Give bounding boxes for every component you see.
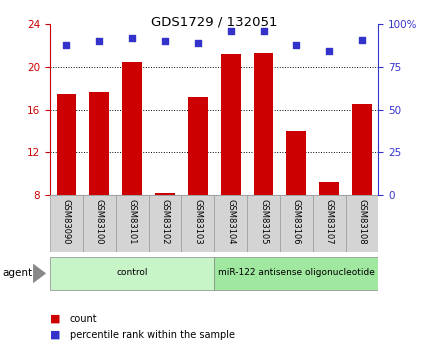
Bar — [345, 195, 378, 252]
Text: miR-122 antisense oligonucleotide: miR-122 antisense oligonucleotide — [217, 268, 374, 277]
Point — [194, 40, 201, 46]
Bar — [352, 104, 371, 195]
Text: GSM83090: GSM83090 — [62, 199, 71, 245]
Bar — [148, 195, 181, 252]
Text: GSM83103: GSM83103 — [193, 199, 202, 245]
Bar — [155, 193, 174, 195]
Bar — [247, 195, 279, 252]
Point — [227, 28, 233, 34]
Point — [63, 42, 70, 47]
Bar — [220, 54, 240, 195]
Bar — [187, 97, 207, 195]
Point — [95, 39, 102, 44]
Bar — [214, 257, 378, 290]
Point — [128, 35, 135, 41]
Polygon shape — [33, 264, 46, 283]
Bar — [312, 195, 345, 252]
Point — [292, 42, 299, 47]
Bar — [50, 257, 214, 290]
Bar — [50, 195, 82, 252]
Text: GSM83101: GSM83101 — [127, 199, 136, 245]
Bar — [115, 195, 148, 252]
Bar — [279, 195, 312, 252]
Text: ■: ■ — [50, 314, 60, 324]
Bar — [82, 195, 115, 252]
Text: GSM83104: GSM83104 — [226, 199, 235, 245]
Text: control: control — [116, 268, 148, 277]
Bar — [122, 61, 141, 195]
Text: count: count — [69, 314, 97, 324]
Point — [260, 28, 266, 34]
Text: agent: agent — [2, 268, 32, 278]
Bar — [253, 53, 273, 195]
Point — [325, 49, 332, 54]
Text: GSM83105: GSM83105 — [258, 199, 267, 245]
Bar — [89, 92, 109, 195]
Text: percentile rank within the sample: percentile rank within the sample — [69, 330, 234, 339]
Text: GSM83106: GSM83106 — [291, 199, 300, 245]
Text: GSM83100: GSM83100 — [95, 199, 104, 245]
Text: ■: ■ — [50, 330, 60, 339]
Point — [161, 39, 168, 44]
Text: GSM83108: GSM83108 — [357, 199, 366, 245]
Point — [358, 37, 365, 42]
Text: GDS1729 / 132051: GDS1729 / 132051 — [151, 16, 277, 29]
Text: GSM83107: GSM83107 — [324, 199, 333, 245]
Bar — [286, 131, 306, 195]
Bar — [214, 195, 247, 252]
Bar — [181, 195, 214, 252]
Bar — [319, 182, 338, 195]
Bar — [56, 93, 76, 195]
Text: GSM83102: GSM83102 — [160, 199, 169, 245]
